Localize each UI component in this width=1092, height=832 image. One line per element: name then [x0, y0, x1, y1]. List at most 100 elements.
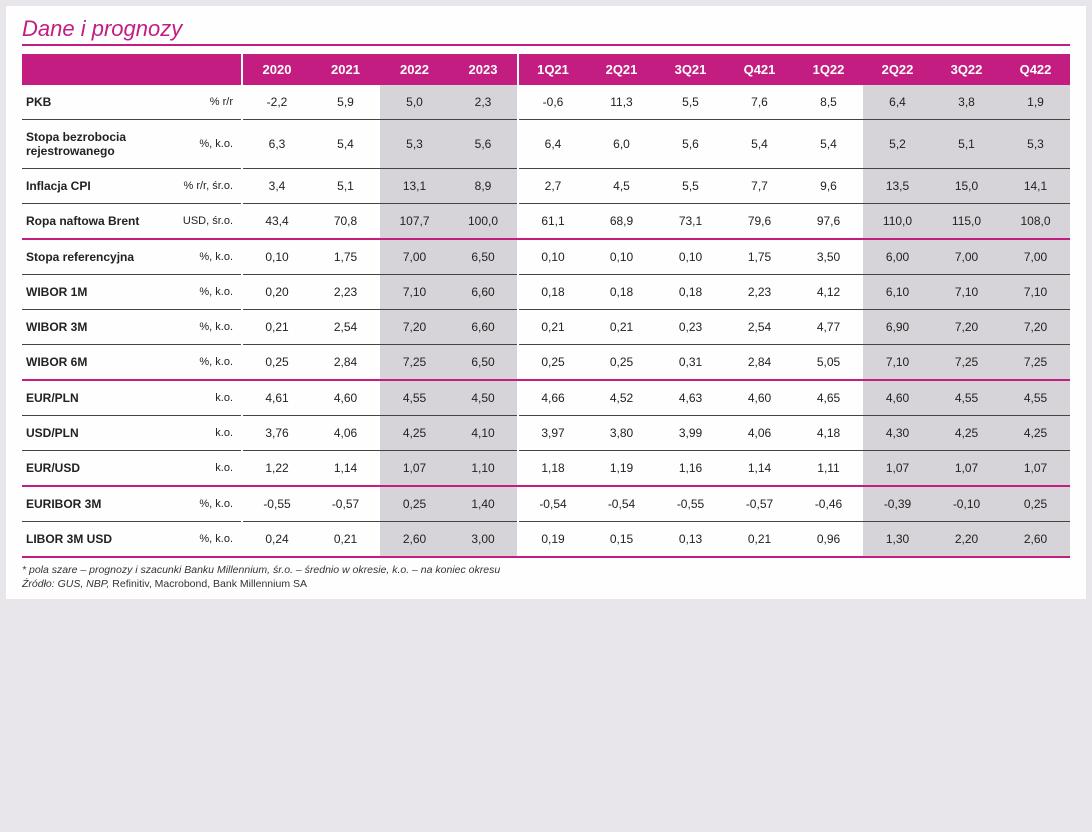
cell-annual: 7,00	[380, 239, 449, 275]
cell-quarter: 3,80	[587, 416, 656, 451]
cell-quarter: 0,15	[587, 522, 656, 558]
cell-annual: 0,21	[311, 522, 380, 558]
cell-quarter: 2,23	[725, 275, 794, 310]
row-unit: %, k.o.	[172, 275, 242, 310]
cell-annual: 2,54	[311, 310, 380, 345]
cell-quarter: 5,05	[794, 345, 863, 381]
table-row: LIBOR 3M USD%, k.o.0,240,212,603,000,190…	[22, 522, 1070, 558]
cell-annual: 1,10	[449, 451, 518, 487]
table-row: Stopa referencyjna%, k.o.0,101,757,006,5…	[22, 239, 1070, 275]
cell-quarter: 1,07	[863, 451, 932, 487]
cell-quarter: 7,00	[1001, 239, 1070, 275]
cell-annual: 7,10	[380, 275, 449, 310]
cell-quarter: 68,9	[587, 204, 656, 240]
cell-quarter: 5,6	[656, 120, 725, 169]
cell-annual: 3,76	[242, 416, 311, 451]
cell-quarter: 0,10	[518, 239, 587, 275]
forecast-table: 20202021202220231Q212Q213Q21Q4211Q222Q22…	[22, 54, 1070, 558]
cell-annual: 6,60	[449, 275, 518, 310]
cell-quarter: 0,31	[656, 345, 725, 381]
header-annual-2020: 2020	[242, 54, 311, 85]
cell-quarter: 15,0	[932, 169, 1001, 204]
header-quarter-3Q22: 3Q22	[932, 54, 1001, 85]
header-blank-unit	[172, 54, 242, 85]
cell-annual: 4,25	[380, 416, 449, 451]
table-row: Inflacja CPI% r/r, śr.o.3,45,113,18,92,7…	[22, 169, 1070, 204]
cell-annual: 0,24	[242, 522, 311, 558]
cell-quarter: 7,10	[1001, 275, 1070, 310]
cell-quarter: 4,5	[587, 169, 656, 204]
cell-annual: 4,60	[311, 380, 380, 416]
row-unit: %, k.o.	[172, 120, 242, 169]
header-quarter-2Q22: 2Q22	[863, 54, 932, 85]
cell-quarter: 7,10	[863, 345, 932, 381]
cell-quarter: 2,54	[725, 310, 794, 345]
cell-annual: 43,4	[242, 204, 311, 240]
cell-annual: 3,4	[242, 169, 311, 204]
table-row: Stopa bezrobocia rejestrowanego%, k.o.6,…	[22, 120, 1070, 169]
cell-annual: 7,25	[380, 345, 449, 381]
cell-quarter: 4,18	[794, 416, 863, 451]
table-row: WIBOR 3M%, k.o.0,212,547,206,600,210,210…	[22, 310, 1070, 345]
cell-quarter: 0,25	[1001, 486, 1070, 522]
cell-annual: 4,50	[449, 380, 518, 416]
cell-quarter: 4,60	[863, 380, 932, 416]
cell-annual: 0,10	[242, 239, 311, 275]
row-label: EURIBOR 3M	[22, 486, 172, 522]
cell-quarter: -0,54	[518, 486, 587, 522]
cell-quarter: 3,8	[932, 85, 1001, 120]
row-unit: %, k.o.	[172, 345, 242, 381]
footnote-source-rest: Refinitiv, Macrobond, Bank Millennium SA	[112, 578, 307, 590]
row-label: EUR/USD	[22, 451, 172, 487]
cell-quarter: -0,46	[794, 486, 863, 522]
table-row: EUR/USDk.o.1,221,141,071,101,181,191,161…	[22, 451, 1070, 487]
cell-annual: 0,20	[242, 275, 311, 310]
row-unit: USD, śr.o.	[172, 204, 242, 240]
cell-quarter: 110,0	[863, 204, 932, 240]
cell-quarter: 1,07	[932, 451, 1001, 487]
cell-annual: 5,0	[380, 85, 449, 120]
cell-quarter: 1,30	[863, 522, 932, 558]
header-quarter-Q421: Q421	[725, 54, 794, 85]
footnote-source-label: Źródło: GUS, NBP,	[22, 578, 112, 590]
cell-quarter: 61,1	[518, 204, 587, 240]
cell-quarter: -0,54	[587, 486, 656, 522]
table-row: PKB% r/r-2,25,95,02,3-0,611,35,57,68,56,…	[22, 85, 1070, 120]
footnote-line1: * pola szare – prognozy i szacunki Banku…	[22, 564, 500, 576]
cell-quarter: 2,20	[932, 522, 1001, 558]
table-row: WIBOR 1M%, k.o.0,202,237,106,600,180,180…	[22, 275, 1070, 310]
row-unit: %, k.o.	[172, 239, 242, 275]
cell-quarter: 11,3	[587, 85, 656, 120]
cell-annual: 1,14	[311, 451, 380, 487]
cell-quarter: 1,18	[518, 451, 587, 487]
cell-quarter: 7,7	[725, 169, 794, 204]
cell-annual: 5,1	[311, 169, 380, 204]
row-label: PKB	[22, 85, 172, 120]
table-row: USD/PLNk.o.3,764,064,254,103,973,803,994…	[22, 416, 1070, 451]
cell-quarter: 6,00	[863, 239, 932, 275]
cell-quarter: 7,25	[932, 345, 1001, 381]
cell-quarter: 4,60	[725, 380, 794, 416]
cell-quarter: 0,96	[794, 522, 863, 558]
cell-quarter: 0,21	[725, 522, 794, 558]
header-blank-label	[22, 54, 172, 85]
row-label: Ropa naftowa Brent	[22, 204, 172, 240]
cell-quarter: 0,21	[518, 310, 587, 345]
table-row: WIBOR 6M%, k.o.0,252,847,256,500,250,250…	[22, 345, 1070, 381]
row-label: WIBOR 6M	[22, 345, 172, 381]
header-annual-2021: 2021	[311, 54, 380, 85]
cell-quarter: 5,1	[932, 120, 1001, 169]
cell-quarter: 0,23	[656, 310, 725, 345]
cell-quarter: 7,6	[725, 85, 794, 120]
cell-quarter: 1,75	[725, 239, 794, 275]
cell-annual: 2,3	[449, 85, 518, 120]
cell-annual: 4,06	[311, 416, 380, 451]
cell-quarter: 2,84	[725, 345, 794, 381]
cell-quarter: 0,18	[518, 275, 587, 310]
cell-quarter: 6,0	[587, 120, 656, 169]
cell-annual: 6,50	[449, 345, 518, 381]
cell-quarter: 6,10	[863, 275, 932, 310]
cell-quarter: 7,20	[932, 310, 1001, 345]
row-unit: %, k.o.	[172, 486, 242, 522]
cell-quarter: 4,12	[794, 275, 863, 310]
